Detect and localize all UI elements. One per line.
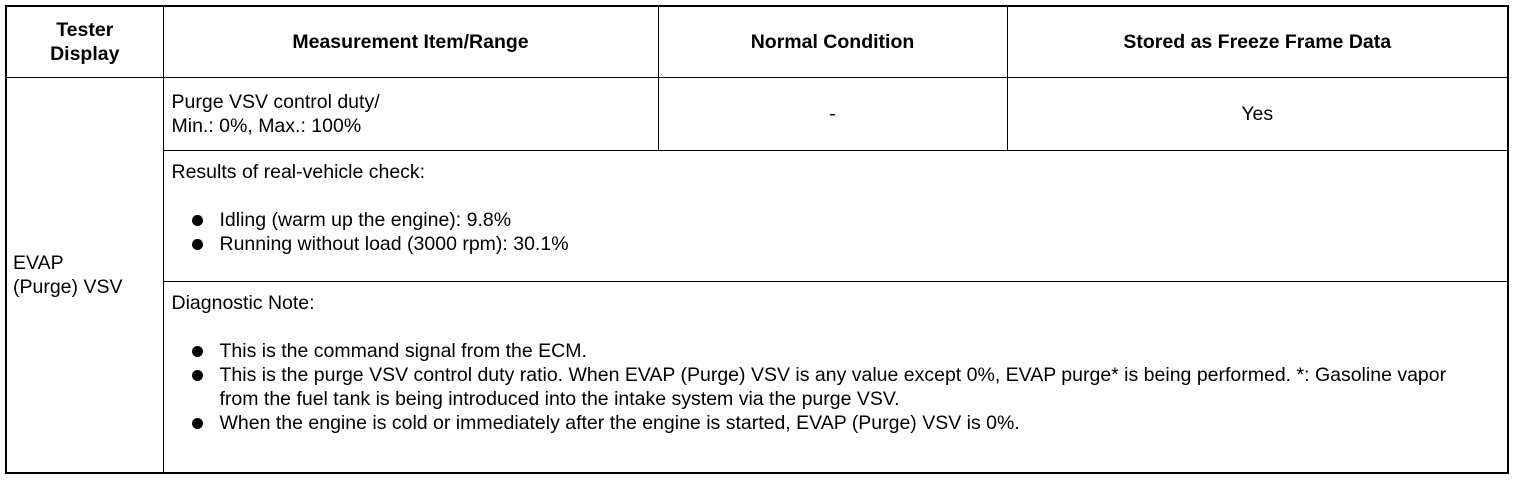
bullet-text: Idling (warm up the engine): 9.8% bbox=[219, 209, 512, 231]
bullet-text: This is the purge VSV control duty ratio… bbox=[219, 364, 1447, 410]
bullet-item: Idling (warm up the engine): 9.8% bbox=[172, 208, 1500, 232]
cell-text: EVAP bbox=[13, 251, 64, 274]
cell: Results of real-vehicle check: Idling (w… bbox=[162, 150, 1509, 282]
bullet-text: When the engine is cold or immediately a… bbox=[219, 412, 1020, 434]
bullet-item: This is the command signal from the ECM. bbox=[172, 339, 1460, 363]
cell: Diagnostic Note: This is the command sig… bbox=[162, 281, 1509, 473]
cell: - bbox=[657, 77, 1008, 151]
header-text: Display bbox=[50, 43, 120, 65]
bullet-text: This is the command signal from the ECM. bbox=[219, 340, 587, 362]
cell: EVAP (Purge) VSV bbox=[5, 77, 164, 473]
bullet-item: This is the purge VSV control duty ratio… bbox=[172, 363, 1460, 411]
cell: Purge VSV control duty/ Min.: 0%, Max.: … bbox=[162, 77, 659, 151]
bullet-text: Running without load (3000 rpm): 30.1% bbox=[219, 233, 569, 255]
section-title: Results of real-vehicle check: bbox=[171, 161, 426, 183]
header-cell: Tester Display bbox=[5, 5, 164, 78]
header-cell: Normal Condition bbox=[657, 5, 1008, 78]
row: Results of real-vehicle check: Idling (w… bbox=[6, 150, 1509, 282]
bullet-item: When the engine is cold or immediately a… bbox=[172, 411, 1460, 435]
section-title: Diagnostic Note: bbox=[171, 292, 315, 314]
data-table: Tester Display Measurement Item/Range No… bbox=[5, 5, 1509, 474]
cell: Yes bbox=[1006, 77, 1509, 151]
row: Diagnostic Note: This is the command sig… bbox=[6, 281, 1509, 473]
row: EVAP (Purge) VSV Purge VSV control duty/… bbox=[5, 77, 1509, 473]
header-cell: Stored as Freeze Frame Data bbox=[1006, 5, 1509, 78]
header-row: Tester Display Measurement Item/Range No… bbox=[5, 5, 1509, 78]
bullet-item: Running without load (3000 rpm): 30.1% bbox=[172, 232, 1500, 256]
bullet-list: Idling (warm up the engine): 9.8% Runnin… bbox=[172, 208, 1500, 256]
header-text: Tester bbox=[56, 19, 114, 41]
header-cell: Measurement Item/Range bbox=[162, 5, 659, 78]
cell-text: (Purge) VSV bbox=[13, 275, 123, 298]
cell-text: Min.: 0%, Max.: 100% bbox=[171, 115, 362, 137]
bullet-list: This is the command signal from the ECM.… bbox=[172, 339, 1500, 435]
cell-text: Purge VSV control duty/ bbox=[171, 91, 380, 113]
